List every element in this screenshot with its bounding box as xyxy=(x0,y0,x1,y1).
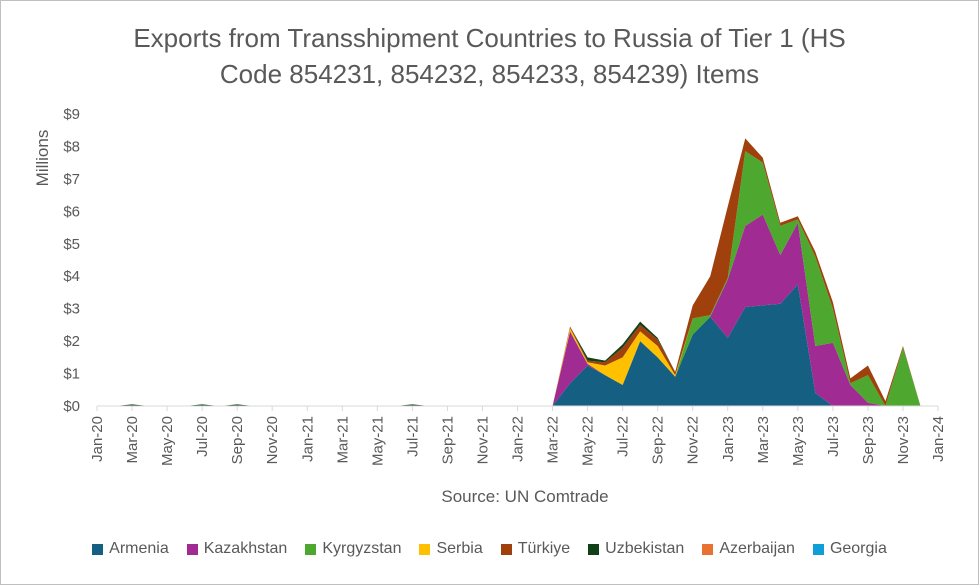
x-tick-label: Sep-22 xyxy=(650,416,667,464)
y-tick-label: $3 xyxy=(63,301,80,318)
y-tick-label: $0 xyxy=(63,398,80,415)
x-tick-label: Nov-22 xyxy=(685,416,702,464)
legend-label: Georgia xyxy=(829,540,887,557)
y-tick-label: $4 xyxy=(63,268,80,285)
area-kazakhstan xyxy=(97,214,921,406)
legend-item-kazakhstan: Kazakhstan xyxy=(186,540,288,558)
y-tick-label: $2 xyxy=(63,333,80,350)
legend-label: Azerbaijan xyxy=(719,540,795,557)
x-tick-label: Nov-20 xyxy=(264,416,281,464)
x-tick-label: Jul-22 xyxy=(615,416,632,457)
x-tick-label: Mar-22 xyxy=(545,416,562,464)
chart-title-line-1: Exports from Transshipment Countries to … xyxy=(133,23,846,53)
y-tick-label: $6 xyxy=(63,203,80,220)
legend-item-serbia: Serbia xyxy=(419,540,483,558)
x-tick-label: Jan-23 xyxy=(720,416,737,462)
legend-swatch xyxy=(305,543,317,555)
x-axis-ticks: Jan-20 Mar-20 May-20 Jul-20 Sep-20 Nov-20 Jan-… xyxy=(89,406,947,466)
x-tick-label: Jul-21 xyxy=(404,416,421,457)
y-tick-label: $1 xyxy=(63,366,80,383)
legend-item-armenia: Armenia xyxy=(92,540,169,558)
x-tick-label: May-22 xyxy=(580,416,597,466)
x-tick-label: Mar-21 xyxy=(334,416,351,464)
x-tick-label: Nov-23 xyxy=(895,416,912,464)
legend-label: Uzbekistan xyxy=(605,540,685,557)
y-axis-ticks: $0 $1 $2 $3 $4 $5 $6 $7 $8 $9 xyxy=(63,106,80,415)
x-tick-label: May-23 xyxy=(790,416,807,466)
legend-swatch xyxy=(92,543,104,555)
legend-label: Serbia xyxy=(436,540,483,557)
x-axis-title: Source: UN Comtrade xyxy=(441,487,608,506)
legend-item-kyrgyzstan: Kyrgyzstan xyxy=(305,540,401,558)
x-tick-label: Jul-20 xyxy=(194,416,211,457)
legend-label: Türkiye xyxy=(517,540,571,557)
stacked-areas xyxy=(97,138,921,406)
x-tick-label: Jan-24 xyxy=(930,416,947,462)
y-tick-label: $7 xyxy=(63,171,80,188)
x-tick-label: May-21 xyxy=(369,416,386,466)
x-tick-label: Nov-21 xyxy=(474,416,491,464)
y-tick-label: $9 xyxy=(63,106,80,123)
y-axis-title: Millions xyxy=(33,130,52,187)
x-tick-label: May-20 xyxy=(159,416,176,466)
legend-label: Armenia xyxy=(109,540,169,557)
legend-swatch xyxy=(812,543,824,555)
legend-label: Kazakhstan xyxy=(203,540,288,557)
legend-item-uzbekistan: Uzbekistan xyxy=(588,540,684,558)
x-tick-label: Mar-20 xyxy=(124,416,141,464)
x-tick-label: Jan-20 xyxy=(89,416,106,462)
legend-swatch xyxy=(186,543,198,555)
legend: Armenia Kazakhstan Kyrgyzstan Serbia Türkiye… xyxy=(0,540,979,558)
x-tick-label: Jan-21 xyxy=(299,416,316,462)
legend-item-t-rkiye: Türkiye xyxy=(500,540,571,558)
x-tick-label: Mar-23 xyxy=(755,416,772,464)
legend-item-georgia: Georgia xyxy=(812,540,887,558)
legend-label: Kyrgyzstan xyxy=(322,540,402,557)
legend-swatch xyxy=(419,543,431,555)
legend-item-azerbaijan: Azerbaijan xyxy=(702,540,795,558)
area-armenia xyxy=(97,284,921,406)
chart-title-line-2: Code 854231, 854232, 854233, 854239) Ite… xyxy=(219,59,760,89)
x-tick-label: Jul-23 xyxy=(825,416,842,457)
legend-swatch xyxy=(500,543,512,555)
y-tick-label: $5 xyxy=(63,236,80,253)
legend-swatch xyxy=(588,543,600,555)
x-tick-label: Jan-22 xyxy=(510,416,527,462)
x-tick-label: Sep-21 xyxy=(439,416,456,464)
chart-title: Exports from Transshipment Countries to … xyxy=(0,20,979,92)
x-tick-label: Sep-20 xyxy=(229,416,246,464)
x-tick-label: Sep-23 xyxy=(860,416,877,464)
y-tick-label: $8 xyxy=(63,138,80,155)
legend-swatch xyxy=(702,543,714,555)
